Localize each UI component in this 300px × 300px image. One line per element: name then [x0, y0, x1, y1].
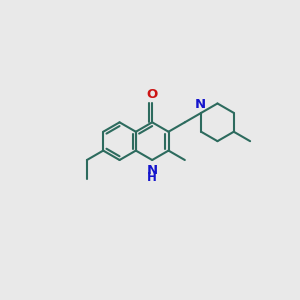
Text: N: N	[195, 98, 206, 110]
Text: N: N	[147, 164, 158, 176]
Text: O: O	[147, 88, 158, 101]
Text: H: H	[147, 171, 157, 184]
